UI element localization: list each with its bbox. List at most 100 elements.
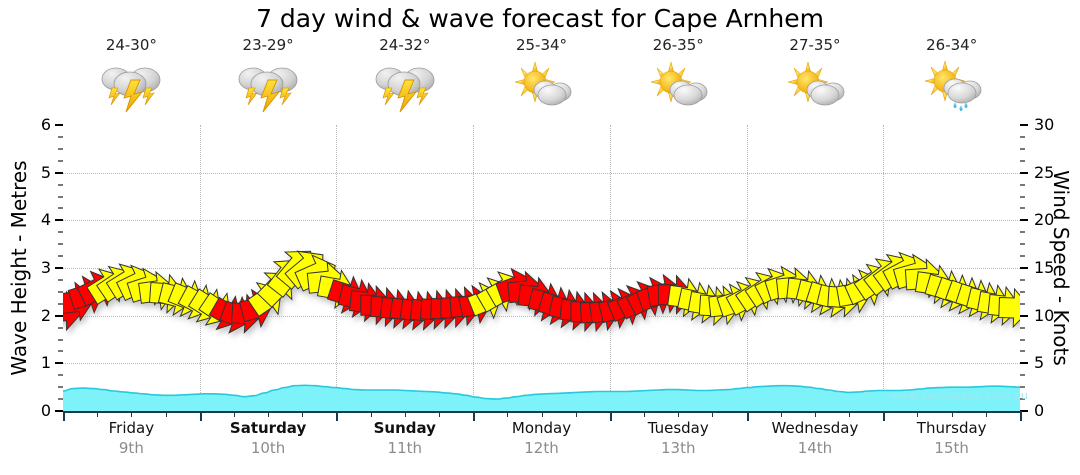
temperature-range: 26-35° [652, 36, 704, 54]
axis-tick-minor-right [1020, 386, 1025, 389]
axis-tick-minor-left [58, 243, 63, 246]
axis-tick-bottom [609, 411, 612, 421]
wave-area-fill [63, 385, 1020, 411]
sun-cloud-icon [511, 60, 573, 112]
axis-tick-bottom [199, 411, 202, 421]
gridline-vertical [336, 125, 338, 411]
axis-tick-bottom [644, 411, 646, 417]
day-date: 14th [797, 439, 833, 457]
day-name: Sunday [373, 419, 436, 437]
gridline-horizontal [63, 172, 1020, 174]
day-header: 23-29° [200, 36, 337, 124]
sun-cloud-rain-icon [921, 60, 983, 112]
axis-tick-major-left [55, 171, 63, 174]
right-tick-label: 10 [1034, 305, 1055, 325]
axis-tick-minor-left [58, 374, 63, 377]
page-title: 7 day wind & wave forecast for Cape Arnh… [256, 4, 824, 33]
day-footer: Friday 9th [63, 418, 200, 473]
gridline-horizontal [63, 315, 1020, 317]
day-header: 27-35° [747, 36, 884, 124]
axis-tick-bottom [473, 411, 476, 421]
day-footer-strip: Friday 9th Saturday 10th Sunday 11th Mon… [63, 418, 1020, 473]
axis-tick-bottom [746, 411, 749, 421]
axis-tick-minor-right [1020, 207, 1025, 210]
axis-tick-minor-right [1020, 195, 1025, 198]
axis-tick-minor-right [1020, 398, 1025, 401]
day-date: 15th [934, 439, 969, 457]
axis-tick-minor-left [58, 231, 63, 234]
axis-tick-bottom [575, 411, 577, 417]
axis-tick-minor-left [58, 302, 63, 305]
axis-tick-bottom [131, 411, 133, 417]
day-name: Monday [511, 419, 572, 437]
day-date: 11th [387, 439, 423, 457]
right-tick-label: 30 [1034, 115, 1055, 134]
axis-tick-minor-right [1020, 183, 1025, 186]
axis-tick-minor-left [58, 159, 63, 162]
temperature-range: 24-32° [379, 36, 431, 54]
axis-tick-bottom [336, 411, 339, 421]
axis-tick-bottom [678, 411, 680, 417]
axis-tick-minor-left [58, 398, 63, 401]
axis-tick-minor-right [1020, 326, 1025, 329]
right-tick-label: 20 [1034, 210, 1055, 230]
day-header: 26-34° [883, 36, 1020, 124]
day-footer: Wednesday 14th [747, 418, 884, 473]
axis-tick-minor-left [58, 290, 63, 293]
axis-tick-bottom [814, 411, 816, 417]
axis-tick-bottom [951, 411, 953, 417]
day-footer: Monday 12th [473, 418, 610, 473]
day-date: 10th [250, 439, 286, 457]
gridline-vertical [199, 125, 201, 411]
axis-tick-minor-left [58, 207, 63, 210]
gridline-vertical [473, 125, 475, 411]
axis-tick-bottom [370, 411, 372, 417]
gridline-horizontal [63, 363, 1020, 365]
axis-tick-minor-right [1020, 231, 1025, 234]
axis-tick-minor-left [58, 255, 63, 258]
axis-tick-minor-left [58, 350, 63, 353]
axis-tick-bottom [712, 411, 714, 417]
axis-tick-minor-left [58, 278, 63, 281]
thunderstorm-icon [100, 60, 162, 113]
axis-tick-bottom [780, 411, 782, 417]
axis-tick-minor-left [58, 183, 63, 186]
right-tick-label: 15 [1034, 258, 1055, 277]
day-name: Saturday [229, 419, 307, 437]
axis-tick-minor-right [1020, 255, 1025, 258]
axis-tick-bottom [165, 411, 167, 417]
left-tick-label: 1 [40, 353, 51, 373]
thunderstorm-icon [374, 60, 436, 113]
day-name: Thursday [916, 419, 987, 437]
axis-tick-bottom [63, 411, 65, 421]
left-tick-label: 5 [40, 162, 51, 182]
left-tick-label: 0 [40, 401, 51, 420]
right-tick-label: 5 [1034, 353, 1045, 373]
axis-tick-major-right [1020, 267, 1028, 269]
left-tick-label: 2 [40, 305, 51, 325]
axis-tick-bottom [1020, 411, 1022, 421]
axis-tick-minor-right [1020, 338, 1025, 341]
day-header: 26-35° [610, 36, 747, 124]
left-tick-label: 6 [40, 115, 51, 134]
axis-tick-major-right [1020, 171, 1028, 174]
day-date: 13th [660, 439, 696, 457]
day-name: Tuesday [647, 419, 709, 437]
axis-tick-minor-right [1020, 147, 1025, 150]
axis-tick-bottom [404, 411, 406, 417]
right-tick-label: 0 [1034, 401, 1045, 420]
gridline-horizontal [63, 268, 1020, 269]
gridline-horizontal [63, 220, 1020, 222]
gridline-vertical [746, 125, 748, 411]
wind-arrow [998, 287, 1020, 329]
axis-tick-major-left [55, 314, 63, 317]
axis-tick-bottom [541, 411, 543, 417]
left-tick-label: 3 [40, 258, 51, 277]
day-header-strip: 24-30° 23-29° 24-32° 25-34° 26-35° 27-35… [63, 36, 1020, 124]
day-header: 24-30° [63, 36, 200, 124]
day-footer: Saturday 10th [200, 418, 337, 473]
temperature-range: 26-34° [926, 36, 978, 54]
left-tick-label: 4 [40, 210, 51, 230]
axis-tick-minor-left [58, 195, 63, 198]
